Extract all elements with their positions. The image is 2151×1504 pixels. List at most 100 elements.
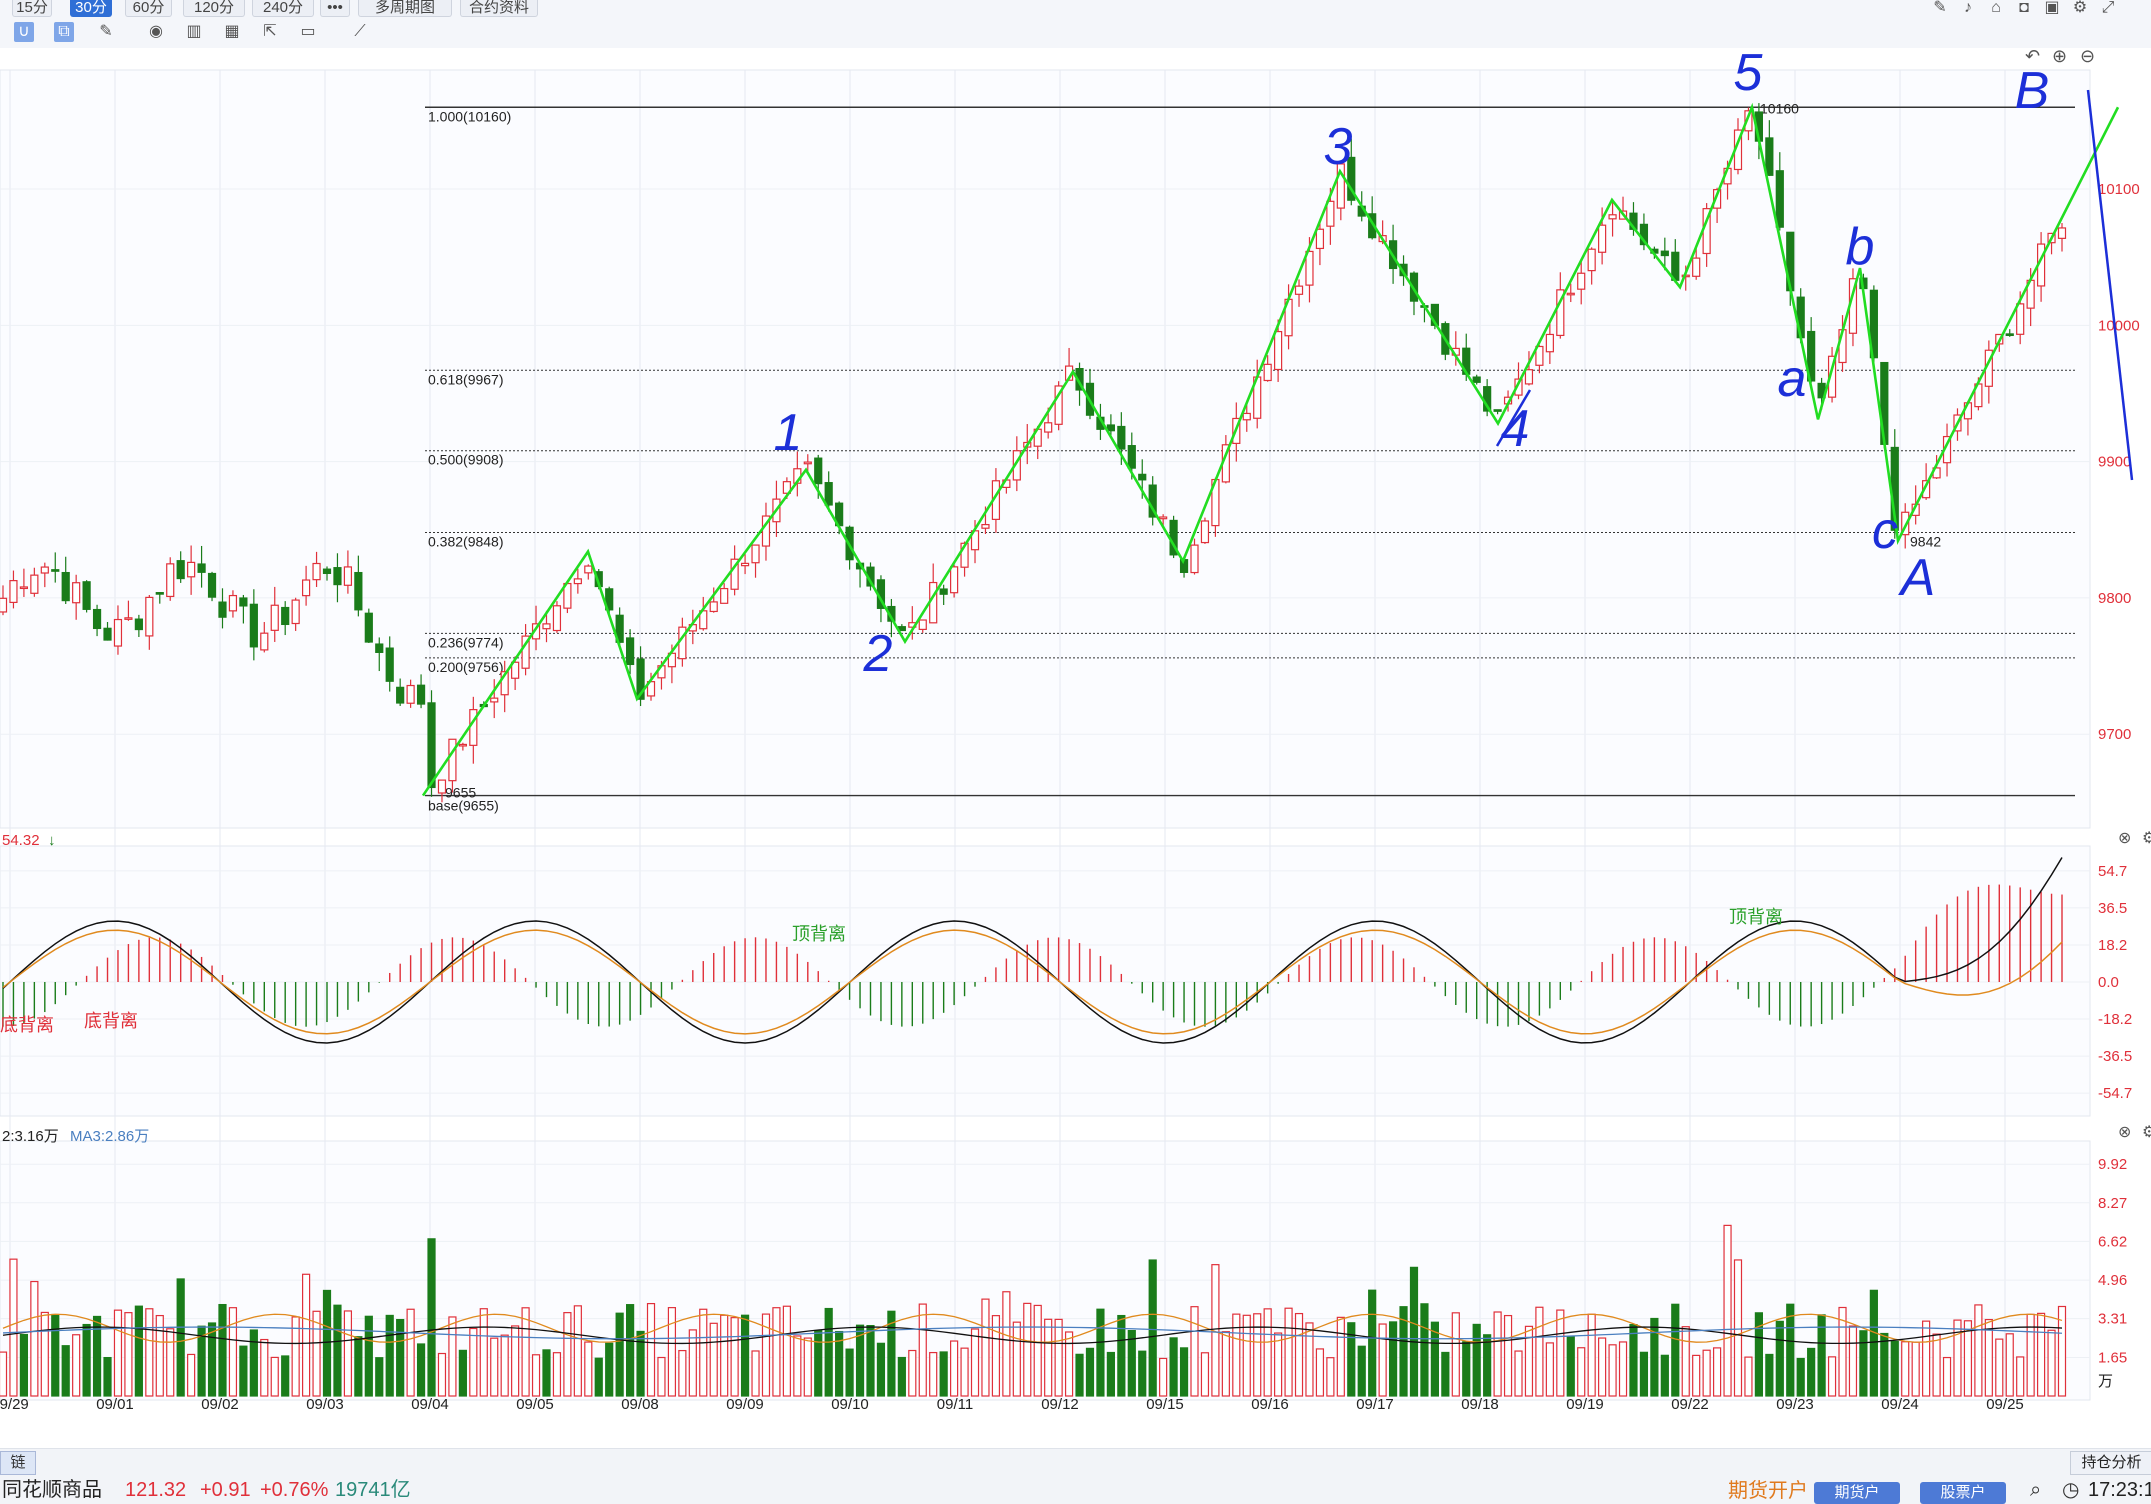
- volume-bar: [197, 1325, 206, 1397]
- volume-bar: [594, 1357, 603, 1397]
- layers-icon[interactable]: ⧉: [54, 22, 74, 42]
- volume-bar: [1159, 1357, 1168, 1397]
- base-price-label: 9655: [445, 785, 476, 801]
- candle-body: [1577, 272, 1586, 290]
- volume-bar: [1618, 1341, 1628, 1397]
- period-120m[interactable]: 120分: [183, 0, 245, 17]
- left-tab[interactable]: 链: [0, 1451, 36, 1475]
- volume-bar: [1556, 1309, 1565, 1397]
- camera-icon[interactable]: ◘: [2019, 0, 2029, 16]
- period-30m[interactable]: 30分: [70, 0, 112, 17]
- volume-bar: [333, 1304, 342, 1397]
- chart-area[interactable]: 09/29 09/01 09/02 09/03 09/04 09/05 09/08 09/09…: [0, 48, 2151, 1448]
- candle-body: [1556, 289, 1565, 337]
- candle-body: [1692, 257, 1701, 277]
- candle-body: [30, 574, 39, 594]
- multi-period-button[interactable]: 多周期图: [358, 0, 452, 17]
- volume-bar: [824, 1307, 833, 1397]
- share-icon[interactable]: ⇱: [263, 23, 277, 40]
- period-60m[interactable]: 60分: [125, 0, 172, 17]
- x-tick-label: 09/25: [1986, 1396, 2024, 1413]
- candle-body: [1712, 189, 1722, 209]
- pencil-icon[interactable]: ✎: [99, 23, 113, 40]
- panel-bg-1: [0, 845, 2091, 1117]
- position-analysis-button[interactable]: 持仓分析: [2070, 1451, 2151, 1475]
- candle-body: [375, 643, 384, 653]
- volume-bar: [626, 1304, 635, 1397]
- volume-bar: [991, 1315, 1001, 1397]
- volume-bar: [605, 1342, 614, 1397]
- volume-bar: [1117, 1314, 1126, 1397]
- hand-tick-line: [1495, 389, 1532, 447]
- x-tick-label: 09/05: [516, 1396, 554, 1413]
- contract-info-button[interactable]: 合约资料: [460, 0, 538, 17]
- volume-bar: [1462, 1341, 1471, 1397]
- volume-bar: [1493, 1311, 1502, 1397]
- volume-bar: [1503, 1314, 1513, 1397]
- candle-body: [636, 658, 645, 700]
- more-periods-button[interactable]: •••: [320, 0, 350, 17]
- volume-bar: [887, 1310, 896, 1397]
- volume-bar: [1692, 1354, 1701, 1397]
- volume-bar: [312, 1310, 321, 1397]
- volume-bar: [322, 1289, 332, 1397]
- candle-body: [1347, 156, 1356, 201]
- macd-header-value: 54.32: [2, 832, 40, 849]
- futures-open-link[interactable]: 期货开户: [1728, 1480, 1808, 1502]
- period-15m[interactable]: 15分: [12, 0, 52, 17]
- wave-label-2: 2: [863, 625, 893, 683]
- volume-bar: [1253, 1313, 1262, 1397]
- volume-bar: [803, 1337, 812, 1397]
- fib-level-label: 0.500(9908): [428, 452, 504, 468]
- stock-user-button[interactable]: 股票户: [1920, 1482, 2006, 1504]
- candle-body: [333, 567, 342, 586]
- volume-bar: [1859, 1330, 1868, 1397]
- candle-body: [239, 597, 248, 607]
- volume-bar: [134, 1305, 143, 1397]
- candle-body: [228, 594, 238, 612]
- volume-bar: [1848, 1325, 1858, 1397]
- grid-icon[interactable]: ▦: [224, 23, 240, 40]
- candle-body: [605, 588, 614, 611]
- volume-bar: [1671, 1303, 1680, 1397]
- edit-icon[interactable]: ✎: [1933, 0, 1947, 16]
- bell-icon[interactable]: ♪: [1964, 0, 1972, 16]
- ruler-icon[interactable]: ⟋: [354, 23, 366, 40]
- macd-tick-label: -54.7: [2098, 1085, 2132, 1102]
- volume-bar: [1786, 1303, 1795, 1397]
- volume-bar: [1221, 1331, 1230, 1397]
- volume-bar: [1650, 1317, 1659, 1397]
- futures-user-button[interactable]: 期货户: [1814, 1482, 1900, 1504]
- candle-body: [500, 671, 509, 696]
- volume-bars: [0, 1224, 2067, 1397]
- candle-body: [249, 603, 258, 648]
- volume-bar: [1723, 1224, 1732, 1397]
- clock-icon: ◷: [2062, 1479, 2080, 1501]
- trash-icon[interactable]: ▥: [186, 23, 202, 40]
- candle-body: [312, 562, 321, 581]
- volume-bar: [1472, 1323, 1481, 1397]
- window-icon[interactable]: ▣: [2044, 0, 2060, 16]
- volume-bar: [1629, 1324, 1638, 1397]
- volume-bar: [866, 1324, 875, 1397]
- candle-body: [166, 563, 175, 598]
- lock-icon[interactable]: ⌂: [1991, 0, 2001, 16]
- magnet-icon[interactable]: ∪: [14, 22, 34, 42]
- x-tick-label: 09/29: [0, 1396, 29, 1413]
- volume-bar: [1315, 1348, 1325, 1397]
- candle-body: [1159, 516, 1168, 520]
- fullscreen-icon[interactable]: ⤢: [2101, 0, 2115, 16]
- comment-icon[interactable]: ▭: [300, 23, 316, 40]
- volume-bar: [281, 1355, 290, 1397]
- candle-body: [396, 686, 405, 704]
- settings-icon[interactable]: ⚙: [2072, 0, 2088, 16]
- index-name[interactable]: 同花顺商品: [2, 1479, 102, 1501]
- volume-bar: [1942, 1356, 1952, 1397]
- search-icon[interactable]: ⌕: [2030, 1479, 2042, 1501]
- vol-ma2-line: [2, 1326, 2063, 1345]
- period-240m[interactable]: 240分: [252, 0, 314, 17]
- candle-body: [1587, 248, 1596, 272]
- volume-bar: [2016, 1356, 2025, 1397]
- eye-icon[interactable]: ◉: [149, 23, 163, 40]
- volume-bar: [375, 1357, 384, 1397]
